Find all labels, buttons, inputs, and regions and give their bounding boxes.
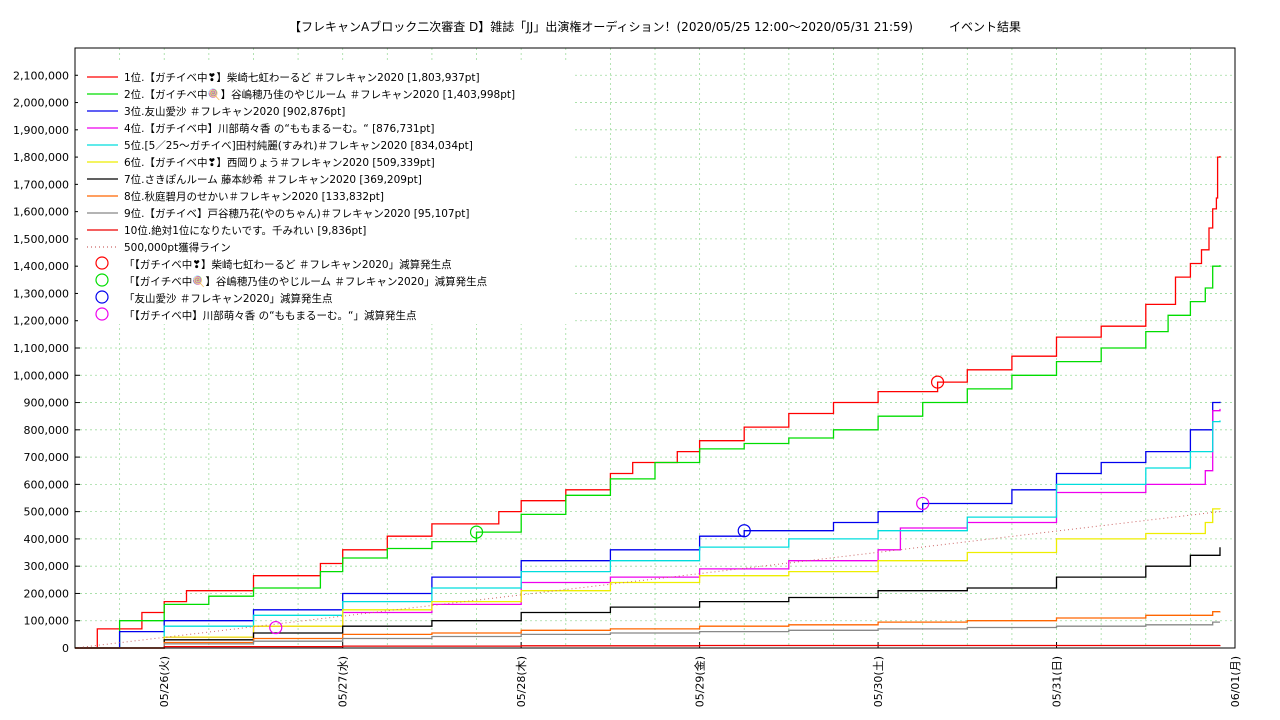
legend-entry: 4位.【ガチイベ中】川部萌々香 の“ももまるーむ。“ [876,731pt] <box>124 122 434 135</box>
legend-entry: 7位.さきぽんルーム 藤本紗希 ＃フレキャン2020 [369,209pt] <box>124 173 422 186</box>
legend-entry: 10位.絶対1位になりたいです。千みれい [9,836pt] <box>124 224 366 237</box>
y-tick-label: 700,000 <box>24 451 70 464</box>
legend-marker <box>95 307 109 321</box>
series-line-4 <box>75 408 1221 649</box>
y-tick-label: 400,000 <box>24 533 70 546</box>
marker-point-1 <box>930 375 945 389</box>
y-tick-label: 1,400,000 <box>13 260 69 273</box>
legend-entry: 「【ガチイベ中】川部萌々香 の“ももまるーむ。“」減算発生点 <box>124 309 416 322</box>
y-tick-label: 1,000,000 <box>13 369 69 382</box>
marker-point-3 <box>737 524 751 538</box>
legend-entry: 3位.友山愛沙 ＃フレキャン2020 [902,876pt] <box>124 105 345 118</box>
y-tick-label: 1,700,000 <box>13 178 69 191</box>
y-tick-label: 2,000,000 <box>13 97 69 110</box>
legend-background <box>78 62 573 324</box>
legend-entry: 「【ガイチベ中🍭】谷嶋穂乃佳のやじルーム ＃フレキャン2020」減算発生点 <box>124 274 487 288</box>
legend-entry: 5位.[5／25～ガチイベ]田村純麗(すみれ)＃フレキャン2020 [834,0… <box>124 139 473 152</box>
legend-entry: 9位.【ガチイベ】戸谷穂乃花(やのちゃん)＃フレキャン2020 [95,107p… <box>124 207 469 220</box>
chart-title: 【フレキャンAブロック二次審査 D】雑誌「JJ」出演権オーディション！(2020… <box>289 19 1021 34</box>
legend-entry: 1位.【ガチイベ中❣】柴崎七虹わーるど ＃フレキャン2020 [1,803,93… <box>124 71 480 84</box>
y-tick-label: 1,300,000 <box>13 287 69 300</box>
markers <box>269 375 945 635</box>
legend-marker <box>95 256 109 270</box>
x-axis: 05/26(火) 05/27(水) 05/28(木) 05/29(金) 05/30(土)… <box>158 642 1242 707</box>
series-line-2 <box>75 265 1221 649</box>
x-tick-label: 06/01(月) <box>1229 656 1242 707</box>
legend-entry: 8位.秋庭碧月のせかい＃フレキャン2020 [133,832pt] <box>124 190 384 203</box>
marker-point-4 <box>916 496 930 511</box>
series-line-11 <box>74 511 1221 649</box>
legend-entry: 6位.【ガチイベ中❣】西岡りょう＃フレキャン2020 [509,339pt] <box>124 156 435 169</box>
y-tick-label: 0 <box>62 642 69 655</box>
legend-entry: 「【ガチイベ中❣】柴崎七虹わーるど ＃フレキャン2020」減算発生点 <box>124 258 452 271</box>
marker-point-5 <box>269 620 283 635</box>
y-tick-label: 800,000 <box>24 424 70 437</box>
y-tick-label: 1,800,000 <box>13 151 69 164</box>
legend: 1位.【ガチイベ中❣】柴崎七虹わーるど ＃フレキャン2020 [1,803,93… <box>78 62 573 324</box>
y-tick-label: 1,500,000 <box>13 233 69 246</box>
y-tick-label: 1,900,000 <box>13 124 69 137</box>
x-tick-label: 05/30(土) <box>872 656 885 707</box>
series-line-10 <box>75 644 1221 649</box>
x-tick-label: 05/26(火) <box>158 656 171 707</box>
y-tick-label: 1,100,000 <box>13 342 69 355</box>
series-line-5 <box>75 420 1221 649</box>
series-line-3 <box>75 401 1221 649</box>
legend-marker <box>95 290 109 304</box>
y-tick-label: 1,200,000 <box>13 315 69 328</box>
series-lines <box>74 156 1221 649</box>
y-tick-label: 500,000 <box>24 506 70 519</box>
y-tick-label: 600,000 <box>24 478 70 491</box>
legend-entry: 500,000pt獲得ライン <box>124 241 231 254</box>
x-tick-label: 05/28(木) <box>515 656 528 707</box>
legend-marker <box>95 273 109 287</box>
x-tick-label: 05/27(水) <box>337 656 350 707</box>
plot-frame <box>74 47 1236 649</box>
y-tick-label: 2,100,000 <box>13 69 69 82</box>
series-line-9 <box>75 621 1220 649</box>
y-tick-label: 1,600,000 <box>13 206 69 219</box>
y-tick-label: 100,000 <box>24 615 70 628</box>
legend-entry: 2位.【ガイチベ中🍭】谷嶋穂乃佳のやじルーム ＃フレキャン2020 [1,403… <box>124 87 515 101</box>
y-tick-label: 200,000 <box>24 587 70 600</box>
y-tick-label: 900,000 <box>24 397 70 410</box>
y-tick-label: 300,000 <box>24 560 70 573</box>
x-tick-label: 05/29(金) <box>693 656 707 707</box>
series-line-7 <box>75 547 1221 649</box>
series-line-8 <box>75 611 1221 649</box>
marker-point-2 <box>469 525 484 539</box>
y-axis: 0 100,000 200,000 300,000 400,000 500,000 600,… <box>13 69 80 655</box>
legend-entry: 「友山愛沙 ＃フレキャン2020」減算発生点 <box>124 292 333 305</box>
x-tick-label: 05/31(日) <box>1051 656 1064 707</box>
